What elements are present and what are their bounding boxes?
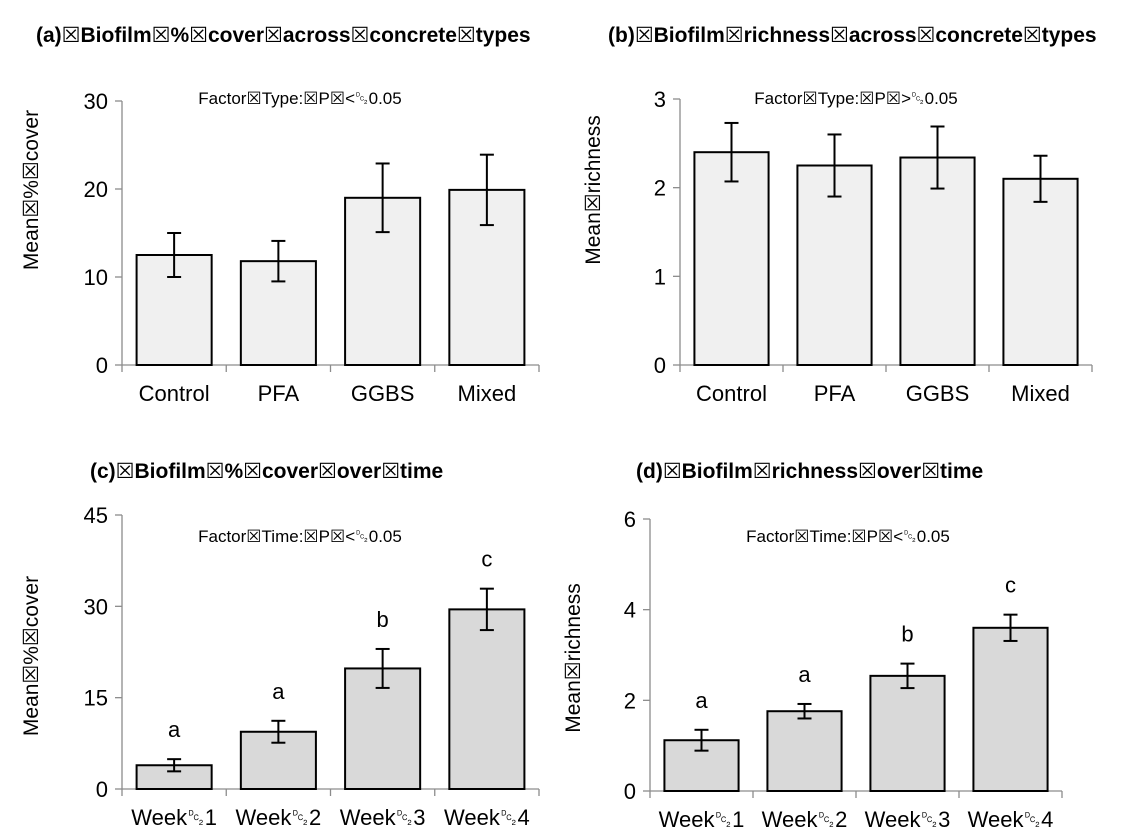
panel-b-bar-0 [693,151,770,366]
panel-b-y-tick-label: 0 [654,353,666,378]
panel-a-error-bar-3 [479,153,494,227]
panel-c-bars: a a b c [135,547,526,791]
panel-c-category-label-2: Week␒3 [340,805,426,830]
panel-d-bar-3 [972,626,1049,792]
panel-c-significance-letter-2: b [377,607,389,632]
panel-a-title: (a)☒Biofilm☒%☒cover☒across☒concrete☒type… [36,24,531,47]
panel-c-y-tick-label: 45 [84,503,108,528]
panel-d-y-axis-label: Mean☒richness [562,583,585,733]
panel-d-y-tick-label: 2 [624,688,636,713]
panel-a-y-tick-label: 20 [84,177,108,202]
panel-a-axes: 0 10 20 30 Control PFA GGBS Mixed [84,89,540,406]
panel-c-bar-3 [448,608,526,791]
panel-a-y-tick-label: 10 [84,265,108,290]
panel-b-y-axis-label: Mean☒richness [582,115,605,265]
panel-d-y-tick-label: 4 [624,598,636,623]
panel-d-significance-letter-1: a [798,662,811,687]
panel-d-category-label-3: Week␒4 [968,807,1054,832]
panel-b-category-label-3: Mixed [1011,381,1070,406]
panel-c-y-tick-label: 15 [84,686,108,711]
panel-b-bar-2 [899,156,976,366]
panel-b-category-label-0: Control [696,381,767,406]
panel-a-category-label-3: Mixed [458,381,517,406]
panel-a-biofilm-cover-by-type: (a)☒Biofilm☒%☒cover☒across☒concrete☒type… [20,24,540,406]
panel-d-title: (d)☒Biofilm☒richness☒over☒time [636,460,983,483]
panel-c-significance-annotation: Factor☒Time:☒P☒<␒0.05 [198,527,402,546]
panel-c-significance-letter-3: c [481,547,492,572]
panel-a-error-bar-2 [375,162,390,234]
panel-d-bar-1 [766,710,843,792]
panel-b-y-tick-label: 3 [654,87,666,112]
panel-d-bars: a a b c [663,573,1049,793]
panel-d-significance-letter-0: a [695,688,708,713]
panel-a-y-tick-label: 0 [96,353,108,378]
panel-c-category-label-3: Week␒4 [444,805,530,830]
panel-c-error-bar-1 [271,719,286,744]
panel-b-y-tick-label: 1 [654,264,666,289]
panel-b-title: (b)☒Biofilm☒richness☒across☒concrete☒typ… [608,24,1097,47]
panel-b-error-bar-2 [930,125,945,190]
panel-d-significance-annotation: Factor☒Time:☒P☒<␒0.05 [746,527,950,546]
panel-b-error-bar-0 [724,121,739,183]
panel-d-y-tick-label: 0 [624,779,636,804]
panel-c-y-axis-label: Mean☒%☒cover [20,576,43,736]
panel-c-title: (c)☒Biofilm☒%☒cover☒over☒time [90,460,443,483]
panel-c-significance-letter-0: a [168,717,181,742]
panel-b-error-bar-3 [1033,154,1048,203]
panel-d-y-tick-label: 6 [624,507,636,532]
panel-c-error-bar-2 [375,647,390,689]
panel-d-category-label-1: Week␒2 [762,807,848,832]
panel-d-category-label-2: Week␒3 [865,807,951,832]
panel-b-bars [693,121,1079,366]
panel-d-error-bar-1 [797,702,812,720]
panel-a-error-bar-0 [167,232,182,278]
panel-c-category-label-1: Week␒2 [236,805,322,830]
panel-c-category-label-0: Week␒1 [131,805,217,830]
panel-c-y-tick-label: 30 [84,594,108,619]
panel-b-significance-annotation: Factor☒Type:☒P☒>␒0.05 [754,89,957,108]
panel-c-error-bar-0 [167,758,182,773]
panel-d-axes: 0 2 4 6 Week␒1 Week␒2 Week␒3 Week␒4 [624,507,1063,832]
panel-a-category-label-0: Control [139,381,210,406]
panel-a-category-label-2: GGBS [351,381,415,406]
panel-a-y-tick-label: 30 [84,89,108,114]
panel-b-category-label-1: PFA [814,381,856,406]
panel-c-biofilm-cover-over-time: (c)☒Biofilm☒%☒cover☒over☒time Mean☒%☒cov… [20,460,540,830]
panel-a-y-axis-label: Mean☒%☒cover [20,110,43,270]
panel-b-y-tick-label: 2 [654,176,666,201]
panel-d-significance-letter-3: c [1005,573,1016,598]
panel-d-bar-2 [869,674,946,792]
panel-c-significance-letter-1: a [272,679,285,704]
panel-c-axes: 0 15 30 45 Week␒1 Week␒2 Week␒3 Week␒4 [84,503,540,830]
panel-b-category-label-2: GGBS [906,381,970,406]
panel-a-error-bar-1 [271,239,286,283]
panel-a-category-label-1: PFA [258,381,300,406]
panel-b-bar-1 [796,164,873,366]
panel-b-error-bar-1 [827,133,842,198]
panel-c-y-tick-label: 0 [96,777,108,802]
panel-c-error-bar-3 [479,587,494,632]
panel-d-category-label-0: Week␒1 [659,807,745,832]
panel-a-bars [135,153,526,366]
panel-d-error-bar-3 [1003,613,1018,642]
panel-d-significance-letter-2: b [901,622,913,647]
panel-d-error-bar-0 [694,728,709,752]
panel-b-bar-3 [1002,177,1079,366]
panel-a-significance-annotation: Factor☒Type:☒P☒<␒0.05 [198,89,401,108]
panel-b-biofilm-richness-by-type: (b)☒Biofilm☒richness☒across☒concrete☒typ… [582,24,1097,406]
panel-d-error-bar-2 [900,662,915,690]
panel-d-biofilm-richness-over-time: (d)☒Biofilm☒richness☒over☒time Mean☒rich… [562,460,1063,832]
